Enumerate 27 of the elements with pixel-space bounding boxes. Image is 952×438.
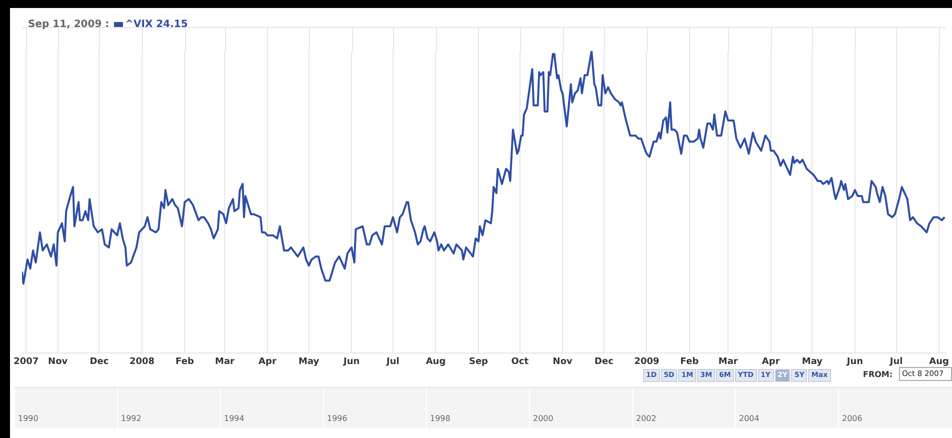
x-tick-label: Oct <box>511 356 530 367</box>
x-tick-label: Feb <box>680 356 700 367</box>
x-tick-label: Nov <box>48 356 68 367</box>
x-tick-label: Aug <box>426 356 446 367</box>
x-tick-label: Feb <box>176 356 194 367</box>
legend-label: ^VIX 24.15 <box>125 19 188 30</box>
x-tick-label: Apr <box>762 356 780 367</box>
x-tick-label: Jun <box>342 356 360 367</box>
x-tick-label: Jul <box>386 356 400 367</box>
x-tick-label: Jun <box>846 356 864 367</box>
x-tick-label: Nov <box>552 356 573 367</box>
x-tick-label: May <box>802 356 823 367</box>
chart-title: Sep 11, 2009 : <box>28 19 110 30</box>
text: FROM: <box>863 369 893 380</box>
x-tick-label: Mar <box>214 356 236 367</box>
x-tick-label: 2008 <box>129 356 155 367</box>
x-tick-label: Apr <box>258 356 277 367</box>
x-tick-label: 2007 <box>14 356 39 367</box>
x-tick-label: Jul <box>888 356 903 367</box>
x-tick-label: Dec <box>90 356 109 367</box>
x-tick-label: Dec <box>594 356 614 367</box>
overview-strip: 1990 1992 1994 1996 1998 2000 2002 2004 2006 <box>14 387 952 428</box>
x-tick-label: 2009 <box>634 356 660 367</box>
x-tick-label: May <box>298 356 320 367</box>
x-tick-label: Aug <box>929 356 950 367</box>
x-tick-label: Sep <box>468 356 489 367</box>
x-tick-label: Mar <box>718 356 738 367</box>
